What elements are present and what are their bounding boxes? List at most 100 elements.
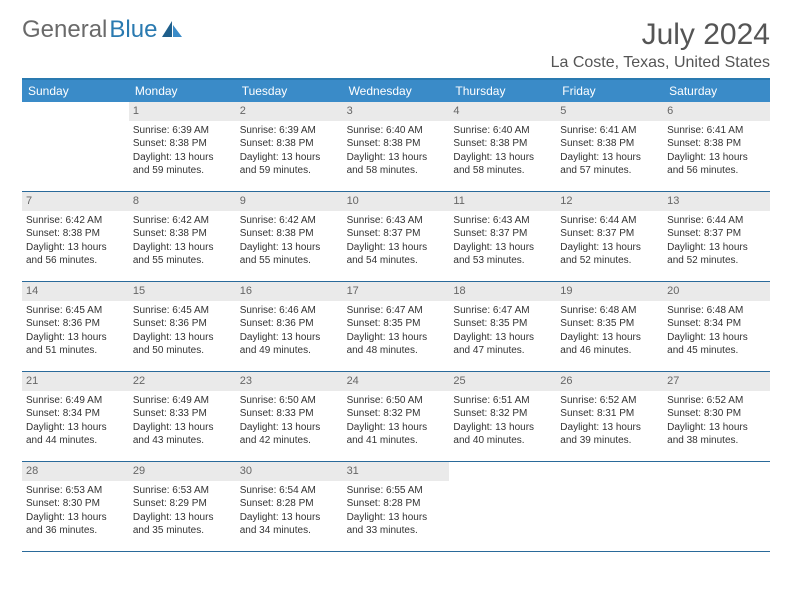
- day-number: 20: [663, 282, 770, 301]
- cell-line: Sunrise: 6:51 AM: [453, 394, 552, 408]
- day-number: 26: [556, 372, 663, 391]
- dow-header: Saturday: [663, 80, 770, 102]
- cell-line: Sunset: 8:37 PM: [667, 227, 766, 241]
- cell-line: and 48 minutes.: [347, 344, 446, 358]
- cell-line: Sunset: 8:38 PM: [133, 227, 232, 241]
- cell-line: Sunset: 8:38 PM: [453, 137, 552, 151]
- cell-line: and 57 minutes.: [560, 164, 659, 178]
- dow-header: Friday: [556, 80, 663, 102]
- logo-sail-icon: [161, 20, 183, 38]
- calendar-cell: 10Sunrise: 6:43 AMSunset: 8:37 PMDayligh…: [343, 192, 450, 282]
- day-number: 29: [129, 462, 236, 481]
- cell-line: Daylight: 13 hours: [133, 151, 232, 165]
- cell-line: and 43 minutes.: [133, 434, 232, 448]
- cell-line: Daylight: 13 hours: [453, 331, 552, 345]
- cell-line: Daylight: 13 hours: [667, 151, 766, 165]
- cell-line: Daylight: 13 hours: [347, 511, 446, 525]
- cell-line: Daylight: 13 hours: [347, 331, 446, 345]
- cell-line: and 44 minutes.: [26, 434, 125, 448]
- cell-line: and 54 minutes.: [347, 254, 446, 268]
- calendar-grid: SundayMondayTuesdayWednesdayThursdayFrid…: [22, 78, 770, 552]
- cell-line: and 55 minutes.: [133, 254, 232, 268]
- calendar-cell: 24Sunrise: 6:50 AMSunset: 8:32 PMDayligh…: [343, 372, 450, 462]
- logo-text-general: General: [22, 18, 107, 42]
- cell-line: and 36 minutes.: [26, 524, 125, 538]
- calendar-cell: .: [449, 462, 556, 552]
- day-number: 30: [236, 462, 343, 481]
- cell-line: Sunrise: 6:49 AM: [26, 394, 125, 408]
- cell-line: Daylight: 13 hours: [240, 331, 339, 345]
- cell-line: Sunset: 8:37 PM: [453, 227, 552, 241]
- cell-line: Sunset: 8:38 PM: [347, 137, 446, 151]
- cell-line: Sunrise: 6:53 AM: [26, 484, 125, 498]
- cell-line: Sunrise: 6:52 AM: [560, 394, 659, 408]
- calendar-cell: 31Sunrise: 6:55 AMSunset: 8:28 PMDayligh…: [343, 462, 450, 552]
- cell-line: Daylight: 13 hours: [26, 331, 125, 345]
- cell-line: Daylight: 13 hours: [240, 241, 339, 255]
- cell-line: Daylight: 13 hours: [560, 421, 659, 435]
- cell-line: Daylight: 13 hours: [667, 241, 766, 255]
- cell-line: Sunset: 8:28 PM: [240, 497, 339, 511]
- cell-line: and 56 minutes.: [26, 254, 125, 268]
- calendar-cell: 29Sunrise: 6:53 AMSunset: 8:29 PMDayligh…: [129, 462, 236, 552]
- cell-line: Sunrise: 6:42 AM: [240, 214, 339, 228]
- cell-line: and 58 minutes.: [347, 164, 446, 178]
- day-number: 10: [343, 192, 450, 211]
- cell-line: Daylight: 13 hours: [560, 151, 659, 165]
- cell-line: Sunset: 8:33 PM: [133, 407, 232, 421]
- cell-line: and 59 minutes.: [240, 164, 339, 178]
- calendar-cell: 27Sunrise: 6:52 AMSunset: 8:30 PMDayligh…: [663, 372, 770, 462]
- day-number: 1: [129, 102, 236, 121]
- cell-line: and 52 minutes.: [560, 254, 659, 268]
- day-number: 22: [129, 372, 236, 391]
- day-number: 7: [22, 192, 129, 211]
- cell-line: and 41 minutes.: [347, 434, 446, 448]
- day-number: 27: [663, 372, 770, 391]
- day-number: 18: [449, 282, 556, 301]
- cell-line: Sunrise: 6:39 AM: [240, 124, 339, 138]
- cell-line: Sunrise: 6:43 AM: [347, 214, 446, 228]
- cell-line: Sunrise: 6:41 AM: [560, 124, 659, 138]
- cell-line: Sunrise: 6:47 AM: [453, 304, 552, 318]
- cell-line: Daylight: 13 hours: [560, 331, 659, 345]
- cell-line: Sunrise: 6:42 AM: [26, 214, 125, 228]
- calendar-cell: 4Sunrise: 6:40 AMSunset: 8:38 PMDaylight…: [449, 102, 556, 192]
- day-number: 14: [22, 282, 129, 301]
- cell-line: Daylight: 13 hours: [347, 151, 446, 165]
- cell-line: Daylight: 13 hours: [133, 241, 232, 255]
- cell-line: and 56 minutes.: [667, 164, 766, 178]
- day-number: 11: [449, 192, 556, 211]
- day-number: 21: [22, 372, 129, 391]
- location-subtitle: La Coste, Texas, United States: [551, 54, 770, 72]
- cell-line: Sunrise: 6:40 AM: [347, 124, 446, 138]
- cell-line: and 49 minutes.: [240, 344, 339, 358]
- cell-line: and 50 minutes.: [133, 344, 232, 358]
- calendar-cell: 23Sunrise: 6:50 AMSunset: 8:33 PMDayligh…: [236, 372, 343, 462]
- cell-line: Daylight: 13 hours: [133, 331, 232, 345]
- cell-line: Daylight: 13 hours: [560, 241, 659, 255]
- calendar-cell: .: [22, 102, 129, 192]
- day-number: 16: [236, 282, 343, 301]
- logo-text-blue: Blue: [109, 18, 157, 42]
- cell-line: Daylight: 13 hours: [240, 511, 339, 525]
- dow-header: Monday: [129, 80, 236, 102]
- cell-line: Sunrise: 6:43 AM: [453, 214, 552, 228]
- title-block: July 2024 La Coste, Texas, United States: [551, 18, 770, 72]
- cell-line: Sunset: 8:34 PM: [26, 407, 125, 421]
- calendar-cell: 28Sunrise: 6:53 AMSunset: 8:30 PMDayligh…: [22, 462, 129, 552]
- cell-line: and 51 minutes.: [26, 344, 125, 358]
- cell-line: Daylight: 13 hours: [240, 421, 339, 435]
- cell-line: Daylight: 13 hours: [240, 151, 339, 165]
- cell-line: Sunrise: 6:46 AM: [240, 304, 339, 318]
- calendar-cell: 22Sunrise: 6:49 AMSunset: 8:33 PMDayligh…: [129, 372, 236, 462]
- calendar-cell: 9Sunrise: 6:42 AMSunset: 8:38 PMDaylight…: [236, 192, 343, 282]
- calendar-cell: 11 Sunrise: 6:43 AMSunset: 8:37 PMDayligh…: [449, 192, 556, 282]
- cell-line: Sunrise: 6:50 AM: [240, 394, 339, 408]
- day-number: 8: [129, 192, 236, 211]
- cell-line: Sunrise: 6:49 AM: [133, 394, 232, 408]
- cell-line: Daylight: 13 hours: [347, 421, 446, 435]
- cell-line: Daylight: 13 hours: [453, 241, 552, 255]
- cell-line: Daylight: 13 hours: [667, 331, 766, 345]
- calendar-cell: 16Sunrise: 6:46 AMSunset: 8:36 PMDayligh…: [236, 282, 343, 372]
- day-number: 2: [236, 102, 343, 121]
